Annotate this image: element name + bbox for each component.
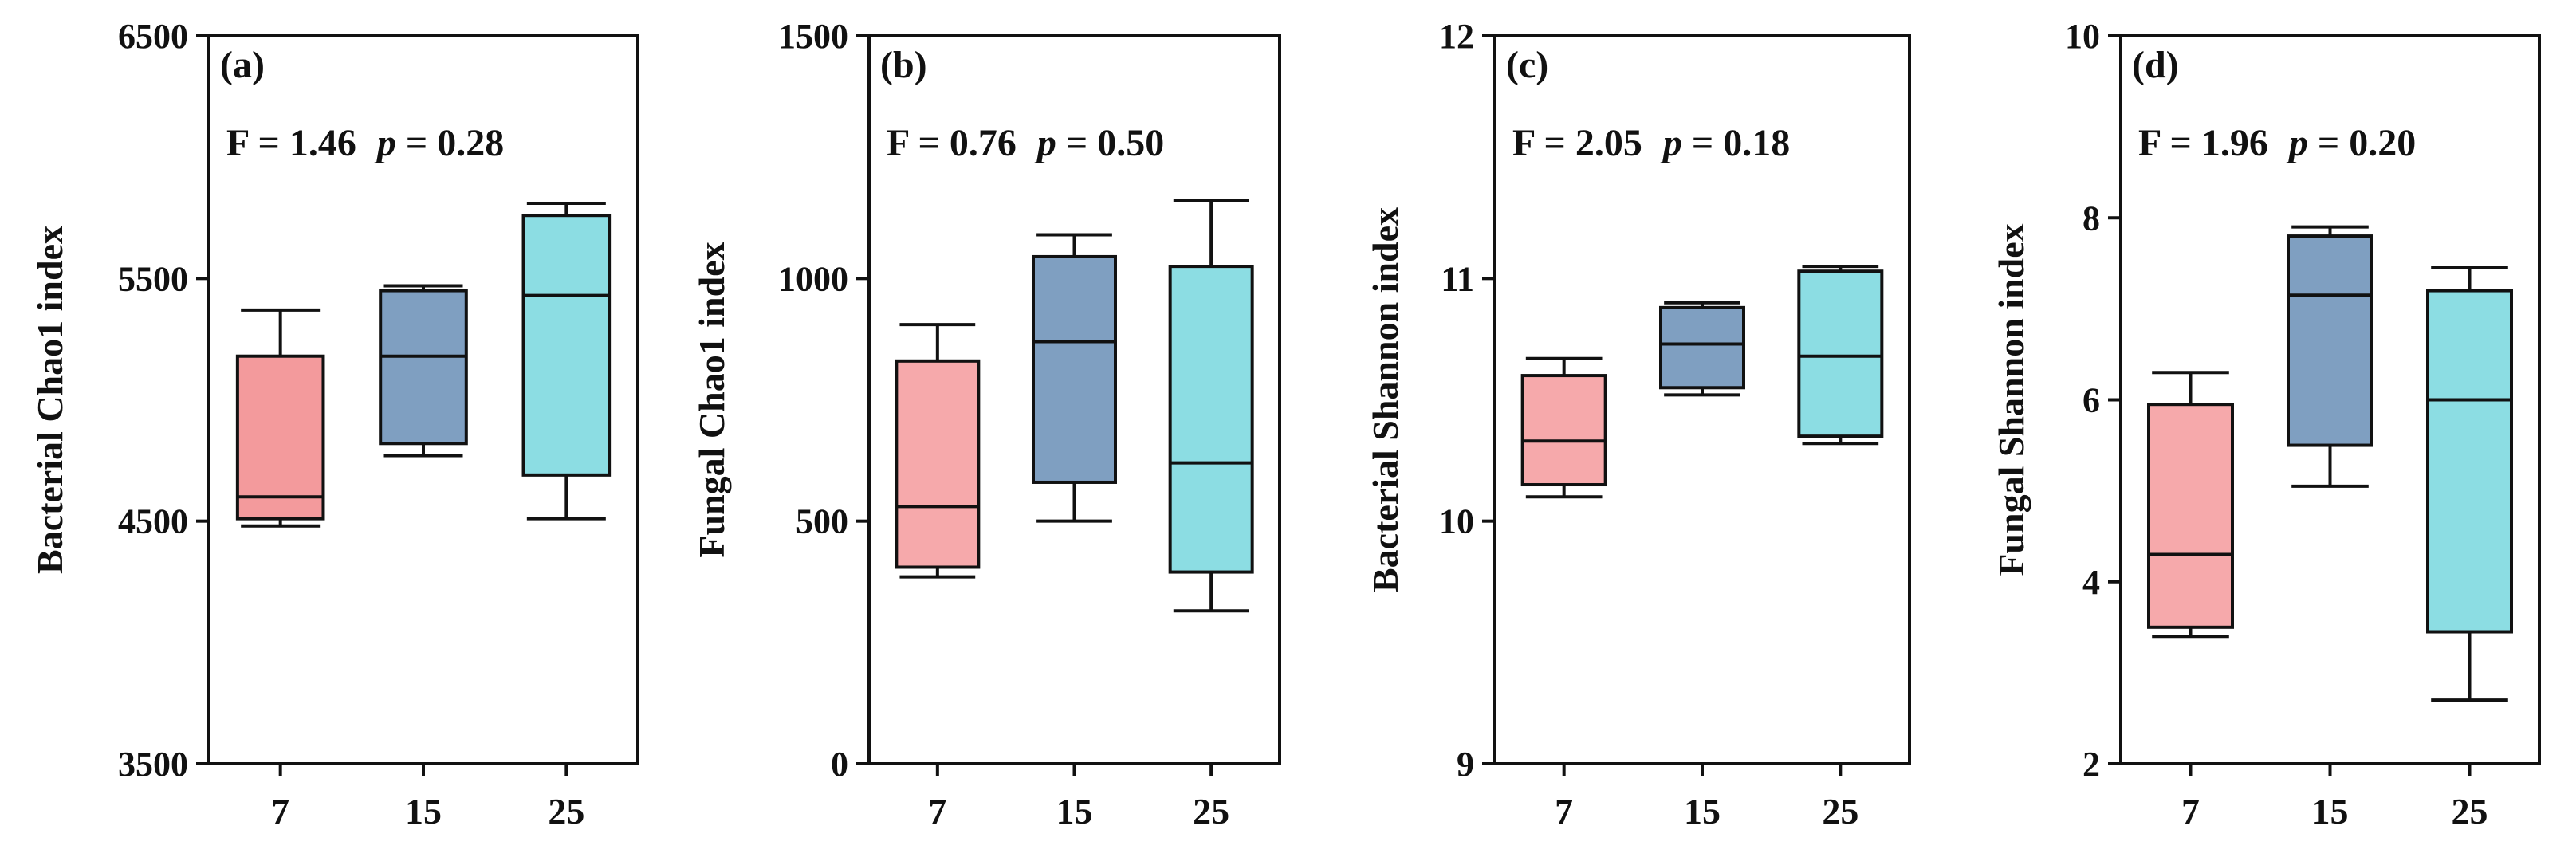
y-tick-label: 500 [796, 502, 848, 541]
stat-f-value: F = 1.96 [2138, 122, 2268, 164]
box-iqr [379, 289, 468, 446]
y-axis-label: Fungal Chao1 index [691, 242, 732, 557]
box-group-7 [235, 308, 325, 528]
box-iqr [2426, 289, 2513, 634]
stat-f-value: F = 2.05 [1512, 122, 1642, 164]
box-group-15 [1032, 233, 1117, 523]
box-group-15 [2287, 225, 2373, 488]
stat-annotation: F = 1.96 p = 0.20 [2138, 122, 2416, 164]
stat-p-value: = 0.20 [2318, 122, 2416, 164]
box-group-7 [1520, 356, 1607, 499]
y-tick-label: 4 [2082, 563, 2100, 602]
y-tick-label: 3500 [118, 745, 188, 784]
y-tick-label: 1000 [778, 259, 848, 298]
x-tick-label: 7 [271, 791, 289, 832]
x-tick-label: 15 [405, 791, 442, 832]
box-iqr [1659, 305, 1745, 390]
box-iqr [1168, 265, 1254, 574]
panel-a: 3500 4500 5500 6500 Bacterial Chao1 index 7 15… [29, 17, 639, 832]
box-group-25 [2426, 266, 2513, 702]
box-group-25 [1168, 199, 1254, 613]
y-tick-label: 0 [831, 745, 848, 784]
stat-annotation: F = 1.46 p = 0.28 [226, 122, 504, 164]
x-tick-label: 25 [1193, 791, 1229, 832]
box-iqr [1032, 254, 1117, 484]
box-iqr [235, 354, 325, 521]
box-group-25 [1797, 265, 1884, 446]
y-axis-label: Fungal Shannon index [1991, 223, 2031, 576]
x-tick-label: 15 [1056, 791, 1093, 832]
stat-p-symbol: p [1034, 122, 1056, 164]
panel-label: (a) [220, 44, 265, 86]
panel-label: (d) [2132, 44, 2179, 86]
y-tick-label: 12 [1439, 17, 1474, 56]
y-tick-label: 8 [2082, 199, 2100, 238]
panel-label: (c) [1506, 44, 1548, 86]
x-tick-label: 25 [1822, 791, 1858, 832]
panel-label: (b) [880, 44, 927, 86]
box-group-15 [1659, 301, 1745, 397]
x-tick-label: 15 [2312, 791, 2349, 832]
x-tick-label: 7 [928, 791, 946, 832]
x-tick-label: 25 [548, 791, 584, 832]
y-tick-label: 9 [1457, 745, 1474, 784]
y-tick-label: 2 [2082, 745, 2100, 784]
box-iqr [2147, 403, 2234, 629]
box-group-7 [2147, 371, 2234, 639]
stat-p-symbol: p [2286, 122, 2308, 164]
box-group-25 [521, 201, 612, 521]
box-iqr [1520, 374, 1607, 487]
x-tick-label: 7 [1555, 791, 1573, 832]
stat-f-value: F = 0.76 [887, 122, 1017, 164]
x-tick-label: 25 [2452, 791, 2488, 832]
box-group-15 [379, 284, 468, 458]
y-tick-label: 5500 [118, 259, 188, 298]
y-tick-label: 4500 [118, 502, 188, 541]
y-tick-label: 10 [2065, 17, 2100, 56]
y-axis-label: Bacterial Shannon index [1365, 207, 1406, 592]
box-group-7 [895, 323, 981, 579]
box-iqr [2287, 234, 2373, 447]
panel-b: 0 500 1000 1500 Fungal Chao1 index 7 15 25 (b) F … [691, 17, 1281, 832]
stat-annotation: F = 0.76 p = 0.50 [887, 122, 1164, 164]
box-iqr [895, 359, 981, 569]
stat-p-symbol: p [374, 122, 396, 164]
x-tick-label: 7 [2181, 791, 2200, 832]
y-tick-label: 11 [1441, 259, 1474, 298]
panel-c: 9 10 11 12 Bacterial Shannon index 7 15 25 (c) F … [1365, 17, 1911, 832]
y-tick-label: 1500 [778, 17, 848, 56]
box-iqr [1797, 269, 1884, 438]
y-tick-label: 10 [1439, 502, 1474, 541]
stat-p-symbol: p [1660, 122, 1682, 164]
stat-p-value: = 0.50 [1066, 122, 1164, 164]
stat-p-value: = 0.18 [1692, 122, 1790, 164]
stat-f-value: F = 1.46 [226, 122, 356, 164]
stat-annotation: F = 2.05 p = 0.18 [1512, 122, 1790, 164]
y-tick-label: 6 [2082, 381, 2100, 420]
x-tick-label: 15 [1684, 791, 1721, 832]
y-tick-label: 6500 [118, 17, 188, 56]
stat-p-value: = 0.28 [406, 122, 504, 164]
panel-d: 2 4 6 8 10 Fungal Shannon index 7 15 25 (d) F = 1.… [1991, 17, 2541, 832]
y-axis-label: Bacterial Chao1 index [29, 226, 70, 574]
box-iqr [521, 214, 612, 477]
